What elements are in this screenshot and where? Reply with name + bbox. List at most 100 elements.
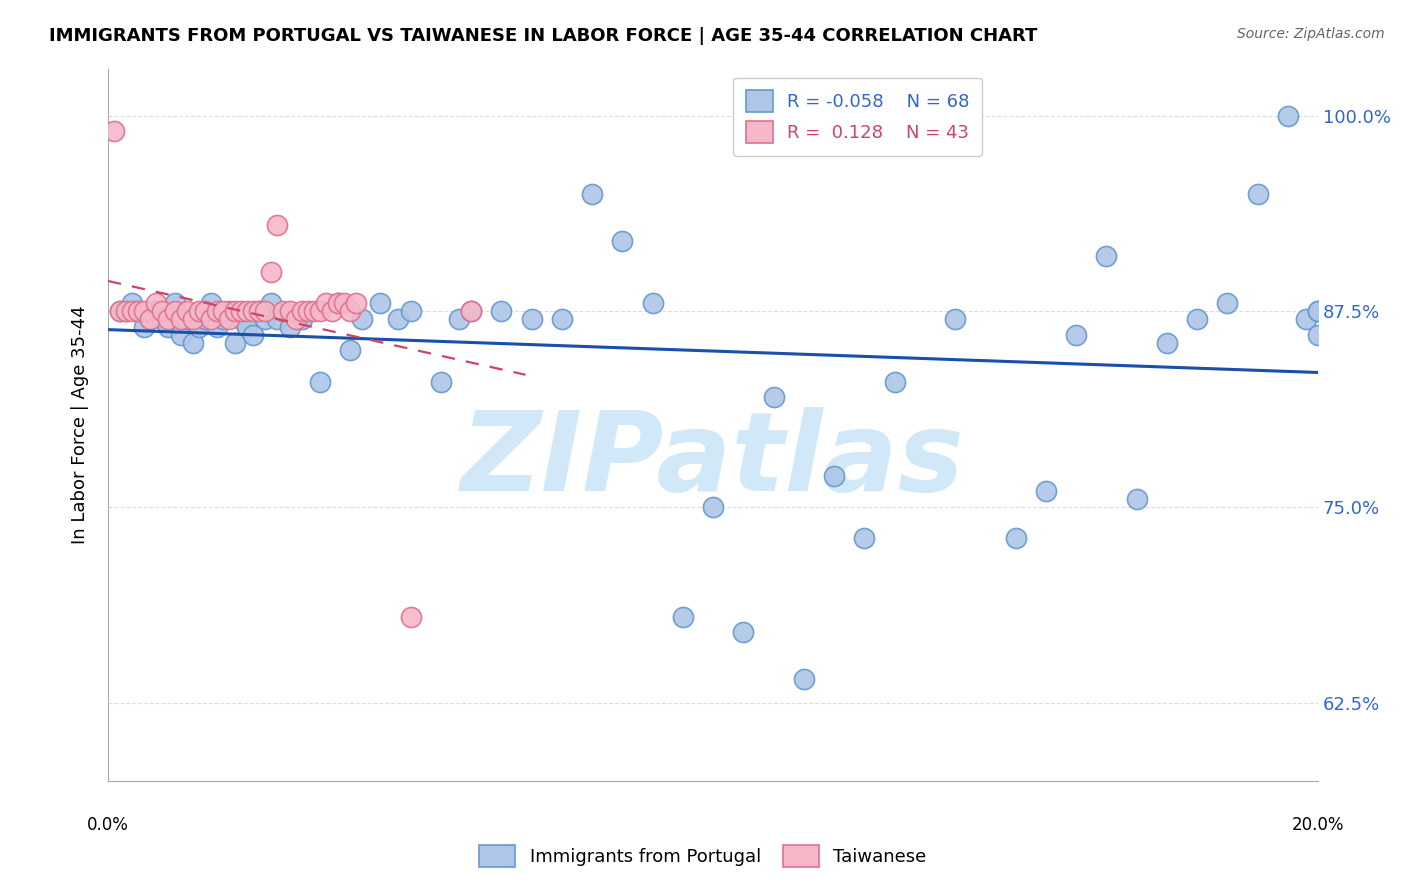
Point: [399, 304, 422, 318]
Point: [247, 304, 270, 318]
Point: [853, 532, 876, 546]
Point: [181, 312, 204, 326]
Point: [163, 304, 186, 318]
Point: [134, 304, 156, 318]
Point: [145, 304, 167, 318]
Point: [762, 391, 785, 405]
Point: [127, 304, 149, 318]
Text: 20.0%: 20.0%: [1292, 815, 1344, 834]
Point: [339, 304, 361, 318]
Point: [344, 296, 367, 310]
Point: [181, 335, 204, 350]
Point: [339, 343, 361, 358]
Point: [1156, 335, 1178, 350]
Point: [672, 609, 695, 624]
Point: [127, 304, 149, 318]
Point: [176, 312, 198, 326]
Text: IMMIGRANTS FROM PORTUGAL VS TAIWANESE IN LABOR FORCE | AGE 35-44 CORRELATION CHA: IMMIGRANTS FROM PORTUGAL VS TAIWANESE IN…: [49, 27, 1038, 45]
Point: [229, 304, 252, 318]
Point: [176, 304, 198, 318]
Point: [321, 304, 343, 318]
Point: [205, 304, 228, 318]
Point: [121, 304, 143, 318]
Point: [115, 304, 138, 318]
Point: [139, 312, 162, 326]
Point: [254, 312, 277, 326]
Point: [1216, 296, 1239, 310]
Point: [297, 304, 319, 318]
Point: [200, 296, 222, 310]
Point: [169, 327, 191, 342]
Point: [883, 375, 905, 389]
Point: [139, 312, 162, 326]
Point: [266, 218, 288, 232]
Point: [460, 304, 482, 318]
Point: [260, 296, 283, 310]
Point: [236, 320, 259, 334]
Point: [242, 327, 264, 342]
Point: [1095, 250, 1118, 264]
Point: [291, 312, 314, 326]
Point: [581, 186, 603, 201]
Point: [108, 304, 131, 318]
Point: [1064, 327, 1087, 342]
Point: [793, 673, 815, 687]
Point: [520, 312, 543, 326]
Point: [229, 312, 252, 326]
Point: [399, 609, 422, 624]
Point: [612, 234, 634, 248]
Point: [447, 312, 470, 326]
Point: [224, 304, 246, 318]
Point: [194, 304, 217, 318]
Text: 0.0%: 0.0%: [87, 815, 129, 834]
Point: [387, 312, 409, 326]
Point: [254, 304, 277, 318]
Point: [194, 312, 217, 326]
Point: [200, 312, 222, 326]
Point: [1308, 304, 1330, 318]
Point: [163, 296, 186, 310]
Point: [308, 304, 330, 318]
Point: [491, 304, 513, 318]
Point: [187, 320, 209, 334]
Point: [134, 320, 156, 334]
Point: [333, 296, 356, 310]
Point: [326, 296, 349, 310]
Point: [326, 296, 349, 310]
Point: [242, 304, 264, 318]
Point: [551, 312, 574, 326]
Point: [273, 304, 295, 318]
Point: [157, 312, 180, 326]
Point: [1308, 304, 1330, 318]
Point: [1004, 532, 1026, 546]
Point: [278, 304, 301, 318]
Point: [1308, 327, 1330, 342]
Point: [352, 312, 374, 326]
Point: [212, 304, 235, 318]
Point: [460, 304, 482, 318]
Point: [266, 312, 288, 326]
Point: [247, 304, 270, 318]
Point: [218, 304, 240, 318]
Point: [429, 375, 451, 389]
Point: [278, 320, 301, 334]
Point: [169, 312, 191, 326]
Point: [260, 265, 283, 279]
Point: [368, 296, 391, 310]
Point: [152, 312, 174, 326]
Legend: R = -0.058    N = 68, R =  0.128    N = 43: R = -0.058 N = 68, R = 0.128 N = 43: [733, 78, 983, 156]
Text: Source: ZipAtlas.com: Source: ZipAtlas.com: [1237, 27, 1385, 41]
Point: [108, 304, 131, 318]
Point: [1125, 492, 1147, 507]
Point: [291, 304, 314, 318]
Point: [218, 312, 240, 326]
Point: [152, 304, 174, 318]
Point: [224, 335, 246, 350]
Point: [1246, 186, 1268, 201]
Point: [733, 625, 755, 640]
Point: [1277, 108, 1299, 122]
Point: [943, 312, 966, 326]
Point: [1185, 312, 1208, 326]
Point: [302, 304, 325, 318]
Text: ZIPatlas: ZIPatlas: [461, 407, 965, 514]
